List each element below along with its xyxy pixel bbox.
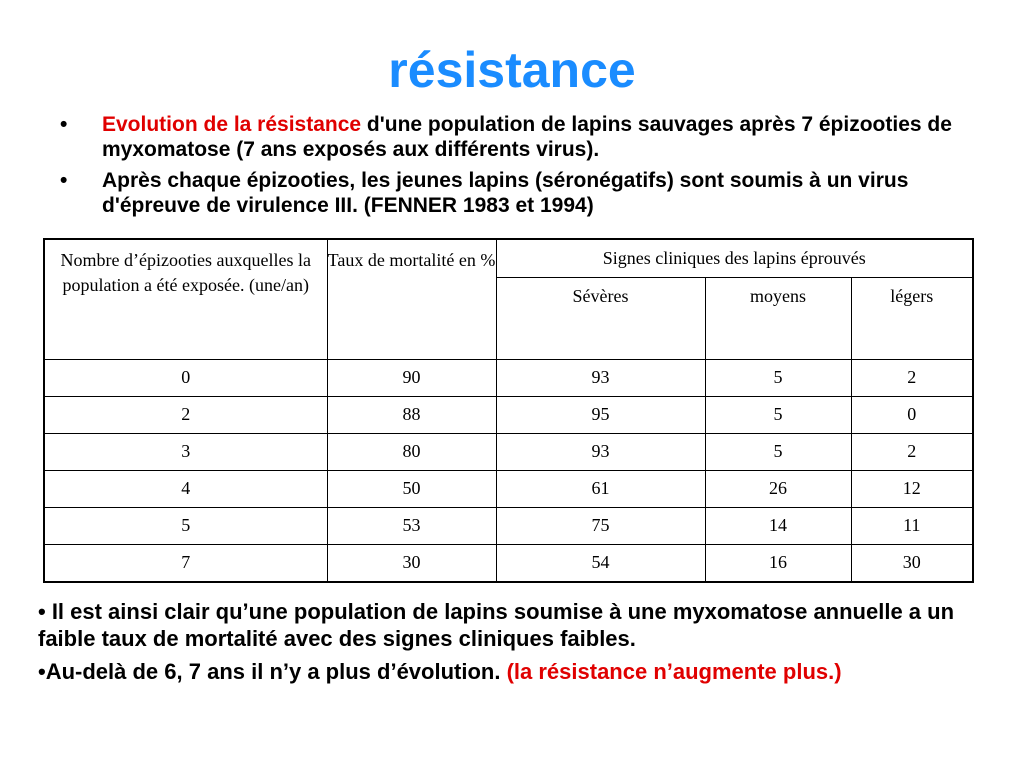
table-cell: 3 bbox=[43, 432, 328, 471]
table-cell: 90 bbox=[326, 358, 497, 397]
bullet-marker: • bbox=[60, 169, 68, 192]
header-severe: Sévères bbox=[495, 276, 706, 360]
table-cell: 16 bbox=[704, 543, 852, 582]
table-cell: 95 bbox=[495, 395, 706, 434]
table-cell: 2 bbox=[850, 358, 974, 397]
table-cell: 4 bbox=[43, 469, 328, 508]
page-title: résistance bbox=[388, 42, 636, 98]
table-cell: 30 bbox=[326, 543, 497, 582]
table-cell: 2 bbox=[43, 395, 328, 434]
table-cell: 12 bbox=[850, 469, 974, 508]
bullet-text: d'une population de lapins sauvages aprè… bbox=[102, 113, 952, 161]
resistance-table: Nombre d’épizooties auxquelles la popula… bbox=[43, 238, 974, 583]
table-cell: 0 bbox=[850, 395, 974, 434]
bullet-text: Après chaque épizooties, les jeunes lapi… bbox=[102, 169, 909, 217]
table-cell: 30 bbox=[850, 543, 974, 582]
table-cell: 2 bbox=[850, 432, 974, 471]
header-clinical-signs: Signes cliniques des lapins éprouvés bbox=[495, 238, 974, 278]
conclusion-text: • Il est ainsi clair qu’une population d… bbox=[38, 599, 955, 651]
conclusion-2: •Au-delà de 6, 7 ans il n’y a plus d’évo… bbox=[38, 658, 998, 685]
table-cell: 5 bbox=[704, 395, 852, 434]
table-cell: 14 bbox=[704, 506, 852, 545]
table-cell: 5 bbox=[704, 358, 852, 397]
table-cell: 93 bbox=[495, 358, 706, 397]
table-row: 4 50 61 26 12 bbox=[43, 469, 974, 508]
conclusion-text: •Au-delà de 6, 7 ans il n’y a plus d’évo… bbox=[38, 659, 507, 684]
table-cell: 88 bbox=[326, 395, 497, 434]
table-cell: 53 bbox=[326, 506, 497, 545]
table-row: 5 53 75 14 11 bbox=[43, 506, 974, 545]
header-mild: légers bbox=[850, 276, 974, 360]
highlight-text: Evolution de la résistance bbox=[102, 113, 362, 136]
table-cell: 5 bbox=[704, 432, 852, 471]
table-row: 3 80 93 5 2 bbox=[43, 432, 974, 471]
header-moderate: moyens bbox=[704, 276, 852, 360]
table-cell: 54 bbox=[495, 543, 706, 582]
intro-bullet-list: • Evolution de la résistance d'une popul… bbox=[60, 112, 1010, 224]
table-cell: 50 bbox=[326, 469, 497, 508]
table-row: 2 88 95 5 0 bbox=[43, 395, 974, 434]
table-cell: 93 bbox=[495, 432, 706, 471]
header-mortality-rate: Taux de mortalité en % bbox=[326, 238, 497, 360]
table-cell: 5 bbox=[43, 506, 328, 545]
header-epizooties-count: Nombre d’épizooties auxquelles la popula… bbox=[43, 238, 328, 360]
table-cell: 7 bbox=[43, 543, 328, 582]
table-row: 0 90 93 5 2 bbox=[43, 358, 974, 397]
intro-bullet-1: • Evolution de la résistance d'une popul… bbox=[60, 112, 1010, 162]
conclusion-1: • Il est ainsi clair qu’une population d… bbox=[38, 598, 998, 652]
table-cell: 0 bbox=[43, 358, 328, 397]
highlight-text: (la résistance n’augmente plus.) bbox=[506, 659, 842, 684]
table-cell: 26 bbox=[704, 469, 852, 508]
table-row: 7 30 54 16 30 bbox=[43, 543, 974, 582]
table-cell: 61 bbox=[495, 469, 706, 508]
table-cell: 80 bbox=[326, 432, 497, 471]
table-cell: 11 bbox=[850, 506, 974, 545]
bullet-marker: • bbox=[60, 113, 68, 136]
intro-bullet-2: • Après chaque épizooties, les jeunes la… bbox=[60, 168, 1010, 218]
table-cell: 75 bbox=[495, 506, 706, 545]
conclusions: • Il est ainsi clair qu’une population d… bbox=[38, 598, 998, 691]
